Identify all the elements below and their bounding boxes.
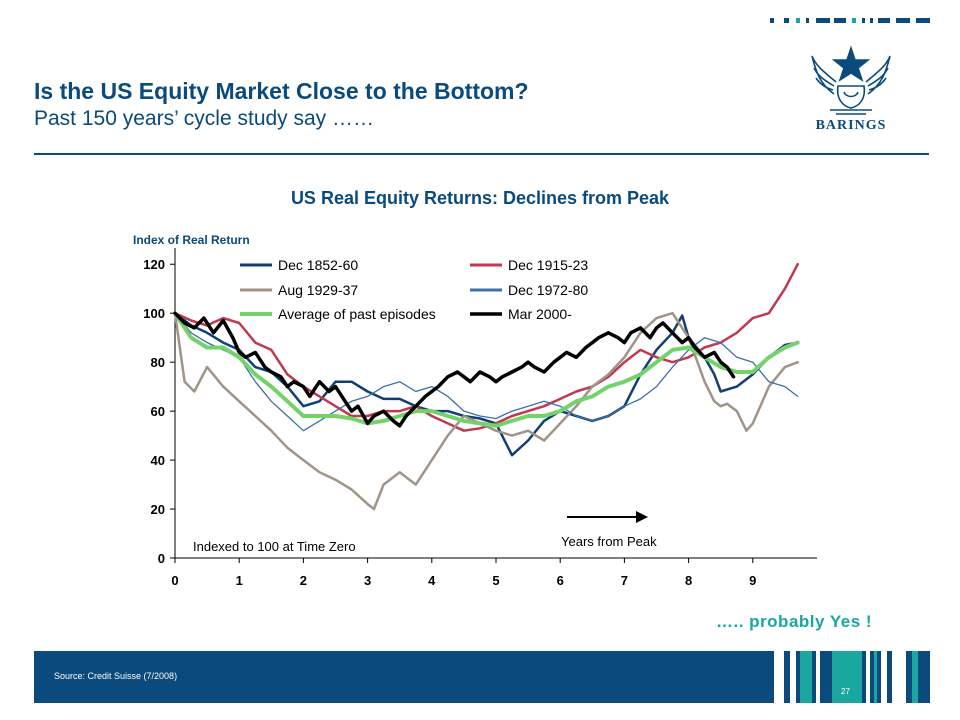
x-tick-label: 5: [492, 573, 499, 588]
barings-logo-icon: [811, 45, 891, 115]
slide-subtitle: Past 150 years’ cycle study say ……: [34, 107, 375, 130]
x-tick-label: 8: [685, 573, 692, 588]
y-tick-label: 0: [158, 551, 165, 566]
x-tick-label: 1: [236, 573, 243, 588]
x-tick-label: 9: [749, 573, 756, 588]
y-axis-label: Index of Real Return: [133, 233, 250, 247]
series-line-average-of-past-episodes: [173, 311, 800, 428]
x-tick-label: 7: [621, 573, 628, 588]
series-line-aug-1929-37: [173, 311, 799, 511]
y-tick-label: 100: [143, 306, 165, 321]
x-tick-label: 0: [171, 573, 178, 588]
series-line-mar-2000-: [173, 311, 736, 428]
series-line-dec-1972-80: [174, 312, 799, 432]
legend-label: Average of past episodes: [278, 306, 436, 322]
conclusion-text: ….. probably Yes !: [716, 612, 873, 631]
legend-label: Dec 1852-60: [278, 257, 358, 273]
x-tick-label: 2: [300, 573, 307, 588]
series-line-dec-1915-23: [173, 262, 799, 432]
logo-wordmark: BARINGS: [815, 118, 887, 133]
footer-bar: Source: Credit Suisse (7/2008) 27: [34, 651, 930, 703]
index-note: Indexed to 100 at Time Zero: [193, 539, 356, 554]
legend-label: Dec 1915-23: [508, 257, 588, 273]
page-number: 27: [841, 687, 850, 696]
y-tick-label: 120: [143, 257, 165, 272]
y-tick-label: 80: [151, 355, 165, 370]
title-divider: [34, 153, 929, 155]
legend-label: Dec 1972-80: [508, 282, 588, 298]
y-tick-label: 40: [151, 453, 165, 468]
years-from-peak-label: Years from Peak: [561, 534, 657, 549]
legend-label: Aug 1929-37: [278, 282, 358, 298]
header-decorative-stripes: [770, 18, 930, 23]
y-tick-label: 20: [151, 502, 165, 517]
slide-title: Is the US Equity Market Close to the Bot…: [34, 78, 529, 104]
y-tick-label: 60: [151, 404, 165, 419]
x-tick-label: 6: [557, 573, 564, 588]
x-tick-label: 4: [428, 573, 436, 588]
x-tick-label: 3: [364, 573, 371, 588]
chart-title: US Real Equity Returns: Declines from Pe…: [290, 188, 670, 208]
legend-label: Mar 2000-: [508, 306, 572, 322]
years-arrow-head: [636, 511, 648, 523]
source-note: Source: Credit Suisse (7/2008): [54, 671, 178, 681]
